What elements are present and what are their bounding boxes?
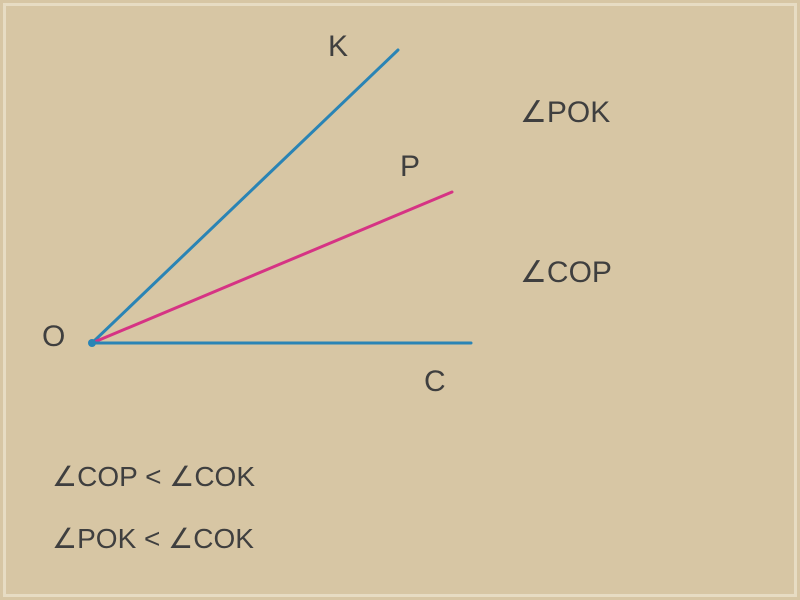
angle-label-pok: ∠POK bbox=[520, 95, 610, 130]
ray-ok bbox=[92, 50, 398, 343]
label-point-p: P bbox=[400, 150, 420, 184]
formula-2-left: POK bbox=[77, 523, 136, 554]
formula-1-left: COP bbox=[77, 461, 137, 492]
formula-1-right: COK bbox=[194, 461, 255, 492]
angle-diagram-svg bbox=[0, 0, 800, 600]
angle-symbol-icon: ∠ bbox=[168, 522, 193, 555]
angle-label-pok-text: POK bbox=[547, 96, 610, 129]
angle-label-cop: ∠COP bbox=[520, 255, 612, 290]
lt-symbol: < bbox=[145, 461, 161, 492]
ray-op bbox=[92, 192, 452, 343]
formula-line-1: ∠COP < ∠COK bbox=[52, 460, 255, 493]
angle-symbol-icon: ∠ bbox=[52, 522, 77, 555]
angle-symbol-icon: ∠ bbox=[52, 460, 77, 493]
formula-2-right: COK bbox=[193, 523, 254, 554]
origin-dot bbox=[88, 339, 96, 347]
angle-symbol-icon: ∠ bbox=[520, 255, 547, 290]
formula-line-2: ∠POK < ∠COK bbox=[52, 522, 254, 555]
angle-symbol-icon: ∠ bbox=[169, 460, 194, 493]
angle-label-cop-text: COP bbox=[547, 256, 612, 289]
label-point-o: O bbox=[42, 320, 65, 354]
label-point-k: K bbox=[328, 30, 348, 64]
angle-symbol-icon: ∠ bbox=[520, 95, 547, 130]
label-point-c: C bbox=[424, 365, 446, 399]
lt-symbol: < bbox=[144, 523, 160, 554]
